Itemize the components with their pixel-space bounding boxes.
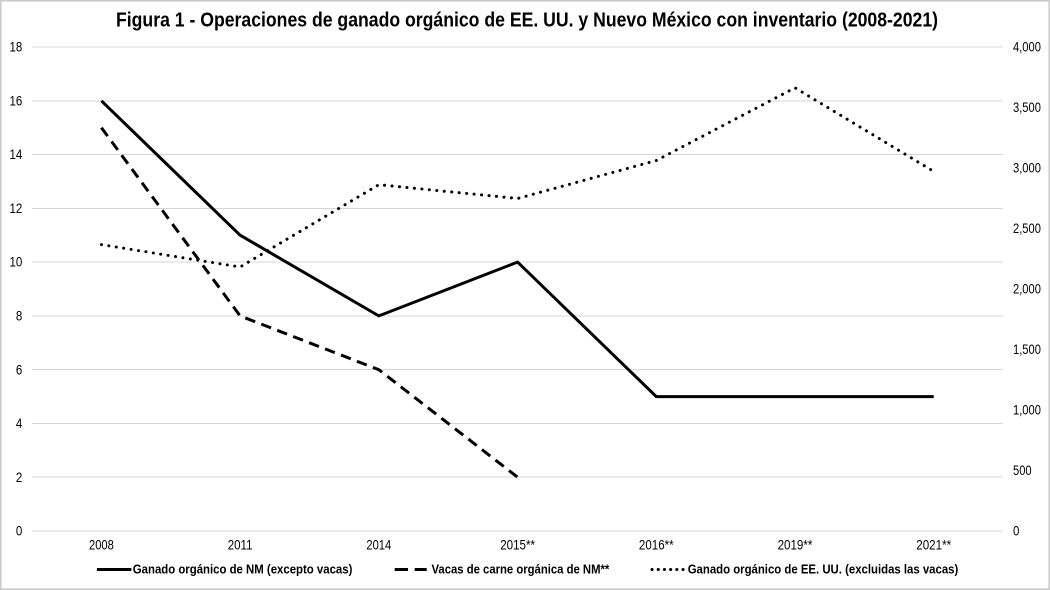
svg-text:14: 14 bbox=[10, 146, 23, 162]
svg-text:2: 2 bbox=[16, 469, 23, 485]
svg-text:0: 0 bbox=[1013, 522, 1020, 538]
svg-text:4,000: 4,000 bbox=[1013, 39, 1041, 55]
svg-text:500: 500 bbox=[1013, 462, 1032, 478]
svg-text:3,500: 3,500 bbox=[1013, 99, 1041, 115]
svg-text:2008: 2008 bbox=[89, 537, 114, 553]
svg-text:8: 8 bbox=[16, 308, 23, 324]
svg-text:18: 18 bbox=[10, 39, 23, 55]
svg-text:2016**: 2016** bbox=[639, 537, 674, 553]
svg-text:1,000: 1,000 bbox=[1013, 401, 1041, 417]
svg-text:2014: 2014 bbox=[366, 537, 391, 553]
svg-text:3,000: 3,000 bbox=[1013, 160, 1041, 176]
svg-text:Figura 1 - Operaciones de gana: Figura 1 - Operaciones de ganado orgánic… bbox=[116, 10, 938, 32]
svg-text:2,000: 2,000 bbox=[1013, 280, 1041, 296]
svg-text:Ganado orgánico de EE. UU. (ex: Ganado orgánico de EE. UU. (excluidas la… bbox=[688, 561, 959, 576]
svg-text:0: 0 bbox=[16, 523, 23, 539]
svg-text:2019**: 2019** bbox=[778, 537, 813, 553]
svg-text:6: 6 bbox=[16, 361, 23, 377]
svg-text:2015**: 2015** bbox=[500, 537, 535, 553]
svg-text:2021**: 2021** bbox=[916, 537, 951, 553]
svg-text:16: 16 bbox=[10, 92, 23, 108]
svg-text:1,500: 1,500 bbox=[1013, 341, 1041, 357]
svg-text:Vacas de carne orgánica de NM*: Vacas de carne orgánica de NM** bbox=[432, 561, 611, 576]
svg-text:4: 4 bbox=[16, 415, 23, 431]
svg-text:10: 10 bbox=[10, 254, 23, 270]
svg-text:2,500: 2,500 bbox=[1013, 220, 1041, 236]
svg-text:Ganado orgánico de NM (excepto: Ganado orgánico de NM (excepto vacas) bbox=[133, 561, 353, 576]
svg-text:2011: 2011 bbox=[228, 537, 253, 553]
svg-text:12: 12 bbox=[10, 200, 23, 216]
